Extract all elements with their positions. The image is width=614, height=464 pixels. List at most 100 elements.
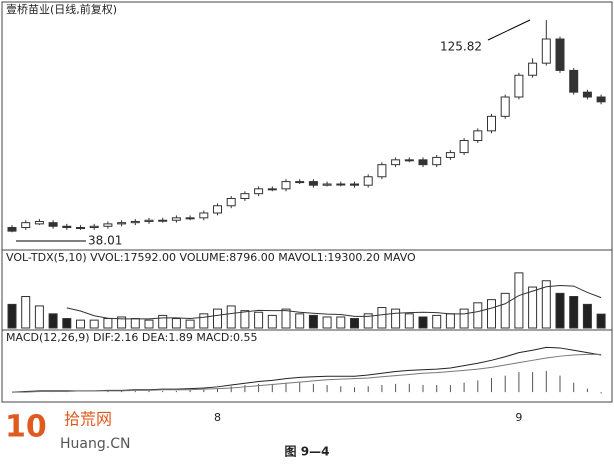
candle-body	[596, 96, 606, 103]
candle-body	[103, 223, 113, 227]
volume-bar	[363, 313, 373, 329]
candle-body	[7, 227, 17, 232]
volume-bar	[541, 280, 551, 329]
volume-bar	[7, 303, 17, 329]
volume-bar	[213, 308, 222, 329]
volume-bar	[254, 311, 264, 329]
candle-body	[254, 188, 264, 195]
candle-body	[582, 91, 592, 98]
volume-bar	[130, 318, 140, 329]
volume-bar	[281, 308, 291, 329]
candle-body	[473, 130, 483, 141]
chart-title: 壹桥苗业(日线,前复权)	[6, 2, 117, 16]
volume-bar	[308, 314, 318, 329]
volume-bar	[377, 307, 387, 329]
volume-bar	[158, 314, 168, 329]
volume-bar	[48, 313, 58, 329]
volume-header: VOL-TDX(5,10) VVOL:17592.00 VOLUME:8796.…	[6, 251, 416, 264]
candle-body	[213, 205, 222, 214]
candle-body	[541, 38, 551, 64]
volume-bar	[391, 308, 401, 329]
volume-bar	[404, 313, 414, 329]
candle-body	[445, 152, 455, 158]
volume-bar	[117, 316, 127, 329]
macd-header: MACD(12,26,9) DIF:2.16 DEA:1.89 MACD:0.5…	[6, 331, 258, 344]
dif-line	[11, 346, 602, 393]
watermark-site: 拾荒网	[64, 410, 112, 429]
volume-bar	[144, 319, 154, 329]
candle-body	[158, 219, 168, 222]
volume-bar	[459, 308, 469, 329]
volume-bar	[185, 319, 195, 329]
caption: 图 9—4	[285, 445, 330, 459]
volume-bar	[432, 314, 442, 329]
volume-bar	[199, 313, 209, 329]
candle-body	[267, 188, 277, 191]
volume-bar	[596, 313, 606, 329]
volume-bar	[103, 318, 113, 329]
candle-body	[199, 212, 209, 219]
candle-body	[336, 183, 346, 186]
candle-body	[377, 164, 387, 178]
candle-body	[144, 219, 154, 222]
candle-body	[240, 193, 250, 200]
annotation-arrow	[487, 19, 531, 41]
volume-bar	[89, 319, 99, 329]
candle-body	[322, 183, 332, 186]
volume-bar	[240, 310, 250, 329]
annotation: 38.01	[88, 234, 122, 248]
candle-body	[363, 176, 373, 186]
candle-body	[514, 74, 524, 98]
volume-bar	[555, 292, 565, 329]
candle-body	[487, 115, 496, 132]
volume-bar	[171, 318, 181, 329]
candle-body	[117, 222, 127, 225]
volume-bar	[21, 296, 31, 329]
volume-bar	[267, 314, 277, 329]
annotation: 125.82	[440, 40, 482, 54]
candle-body	[569, 69, 579, 93]
volume-ma-line	[66, 284, 602, 320]
volume-bar	[336, 316, 346, 329]
watermark-url: Huang.CN	[60, 436, 130, 452]
candle-body	[185, 217, 195, 220]
volume-bar	[569, 296, 579, 329]
volume-bar	[582, 303, 592, 329]
candle-body	[555, 38, 565, 71]
candle-body	[308, 181, 318, 186]
volume-bar	[350, 318, 359, 329]
candle-body	[76, 227, 85, 229]
candle-body	[459, 140, 469, 154]
volume-bar	[76, 319, 85, 329]
volume-bar	[322, 316, 332, 329]
candle-body	[391, 159, 401, 166]
candle-body	[432, 156, 442, 166]
candle-body	[404, 159, 414, 162]
volume-bar	[528, 286, 538, 329]
candle-body	[62, 225, 72, 229]
candle-body	[89, 225, 99, 229]
volume-bar	[473, 302, 483, 329]
x-tick-label: 8	[214, 411, 221, 424]
volume-bar	[445, 313, 455, 329]
candle-body	[21, 222, 31, 229]
volume-bar	[34, 305, 44, 329]
volume-bar	[487, 299, 496, 329]
volume-bar	[62, 318, 72, 329]
candle-body	[295, 181, 305, 184]
candle-body	[48, 222, 58, 227]
watermark-logo: 10	[5, 410, 47, 445]
dea-line	[12, 353, 602, 393]
candle-body	[34, 220, 44, 225]
x-tick-label: 9	[515, 411, 522, 424]
candle-body	[281, 181, 291, 190]
volume-bar	[500, 292, 510, 329]
candle-body	[418, 159, 428, 166]
candle-body	[350, 183, 359, 186]
volume-bar	[295, 313, 305, 329]
candle-body	[130, 220, 140, 224]
volume-bar	[418, 316, 428, 329]
candle-body	[528, 62, 538, 76]
volume-bar	[514, 272, 524, 329]
